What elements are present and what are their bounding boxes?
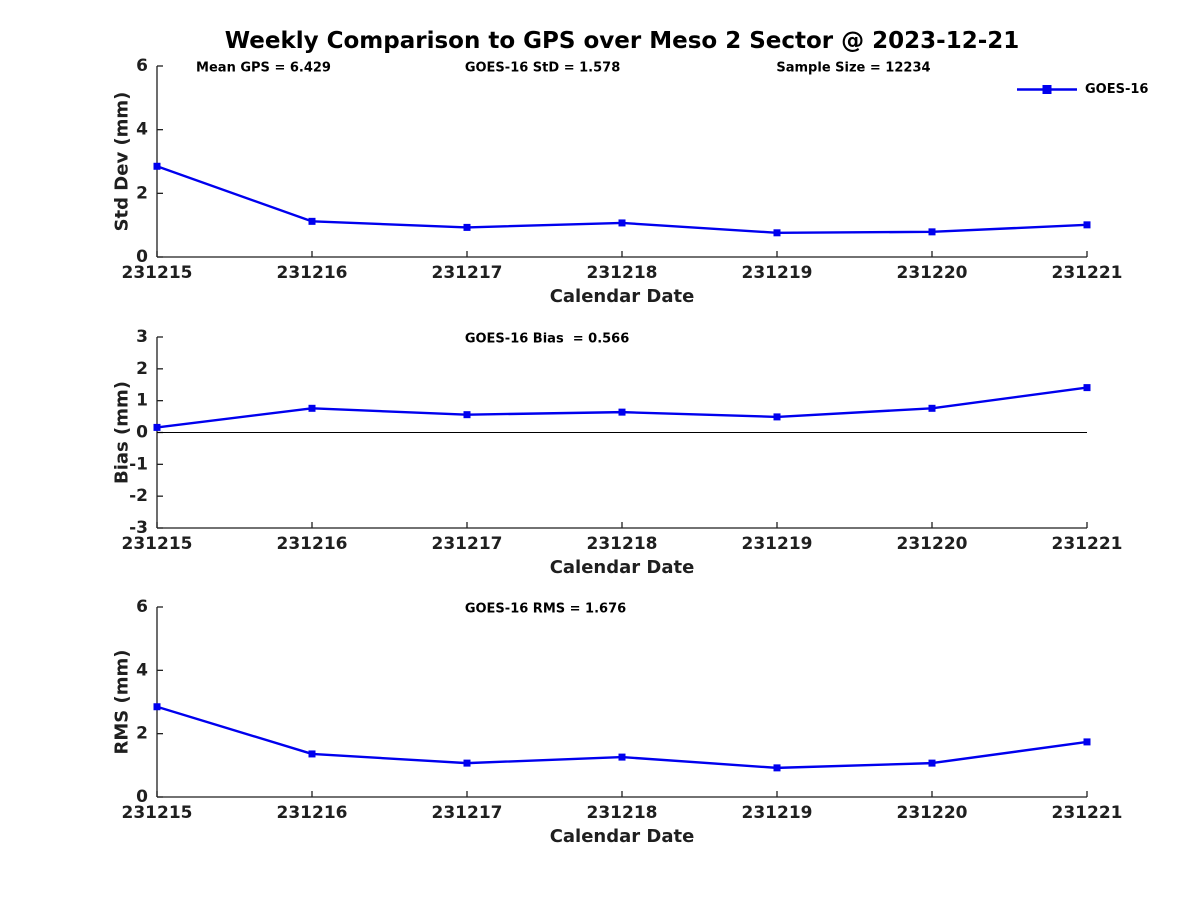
bias-data-point [1083,384,1091,392]
bias-data-point [463,411,471,419]
bias-x-tick-label: 231221 [1052,534,1123,554]
bias-y-tick-label: -1 [129,454,148,474]
stddev-data-point [1083,221,1091,229]
bias-y-tick-label: 3 [136,327,148,347]
stddev-annotation: GOES-16 StD = 1.578 [465,61,620,76]
rms-xlabel: Calendar Date [550,826,695,847]
stddev-y-tick-label: 6 [136,56,148,76]
bias-ylabel: Bias (mm) [112,381,133,484]
bias-annotation: GOES-16 Bias = 0.566 [465,332,629,347]
stddev-data-point [928,228,936,236]
bias-y-tick-label: 1 [136,391,148,411]
figure-title: Weekly Comparison to GPS over Meso 2 Sec… [224,28,1020,54]
rms-y-tick-label: 0 [136,787,148,807]
rms-ylabel: RMS (mm) [112,650,133,755]
stddev-x-tick-label: 231219 [742,263,813,283]
rms-data-point [928,759,936,767]
bias-x-tick-label: 231220 [897,534,968,554]
rms-data-point [308,750,316,758]
rms-x-tick-label: 231217 [432,803,503,823]
stddev-data-point [773,229,781,237]
stddev-x-tick-label: 231217 [432,263,503,283]
stddev-x-tick-label: 231215 [122,263,193,283]
rms-x-tick-label: 231216 [277,803,348,823]
rms-y-tick-label: 2 [136,724,148,744]
stddev-x-tick-label: 231216 [277,263,348,283]
bias-x-tick-label: 231215 [122,534,193,554]
stddev-data-point [153,162,161,170]
stddev-x-tick-label: 231221 [1052,263,1123,283]
stddev-y-tick-label: 4 [136,120,148,140]
bias-data-point [153,423,161,431]
bias-data-point [928,404,936,412]
stddev-annotation: Sample Size = 12234 [776,61,930,76]
stddev-annotation: Mean GPS = 6.429 [196,61,331,76]
bias-data-point [773,413,781,421]
rms-x-tick-label: 231220 [897,803,968,823]
legend-line-marker-icon [1017,85,1077,94]
rms-subplot: 0 2 4 6 231215 231216 231217 231218 231219 231220… [112,597,1123,847]
bias-subplot: -3 -2 -1 0 1 2 3 231215 231216 231217 231218 231219… [112,327,1123,578]
rms-data-point [153,703,161,711]
bias-y-tick-label: 2 [136,359,148,379]
stddev-xlabel: Calendar Date [550,286,695,307]
bias-x-tick-label: 231218 [587,534,658,554]
bias-y-tick-label: 0 [136,423,148,443]
stddev-data-point [618,219,626,227]
stddev-y-tick-label: 2 [136,183,148,203]
bias-series-line [156,386,1088,429]
rms-x-tick-label: 231221 [1052,803,1123,823]
rms-x-tick-label: 231215 [122,803,193,823]
bias-data-point [308,404,316,412]
rms-y-tick-label: 6 [136,597,148,617]
rms-x-tick-label: 231219 [742,803,813,823]
stddev-ylabel: Std Dev (mm) [112,92,133,232]
rms-data-point [618,753,626,761]
stddev-subplot: 0 2 4 6 231215 231216 231217 231218 231219 231220… [112,56,1123,307]
bias-x-tick-label: 231219 [742,534,813,554]
legend-series-label: GOES-16 [1085,82,1149,97]
bias-data-point [618,408,626,416]
rms-data-point [773,764,781,772]
rms-annotation: GOES-16 RMS = 1.676 [465,602,626,617]
bias-x-tick-label: 231216 [277,534,348,554]
stddev-y-tick-label: 0 [136,247,148,267]
stddev-x-tick-label: 231218 [587,263,658,283]
bias-y-tick-label: -3 [129,518,148,538]
bias-y-tick-label: -2 [129,486,148,506]
stddev-data-point [308,217,316,225]
bias-xlabel: Calendar Date [550,557,695,578]
bias-x-tick-label: 231217 [432,534,503,554]
stddev-data-point [463,223,471,231]
rms-x-tick-label: 231218 [587,803,658,823]
rms-y-tick-label: 4 [136,660,148,680]
legend: GOES-16 [1016,82,1148,97]
rms-data-point [463,759,471,767]
rms-data-point [1083,738,1091,746]
stddev-x-tick-label: 231220 [897,263,968,283]
